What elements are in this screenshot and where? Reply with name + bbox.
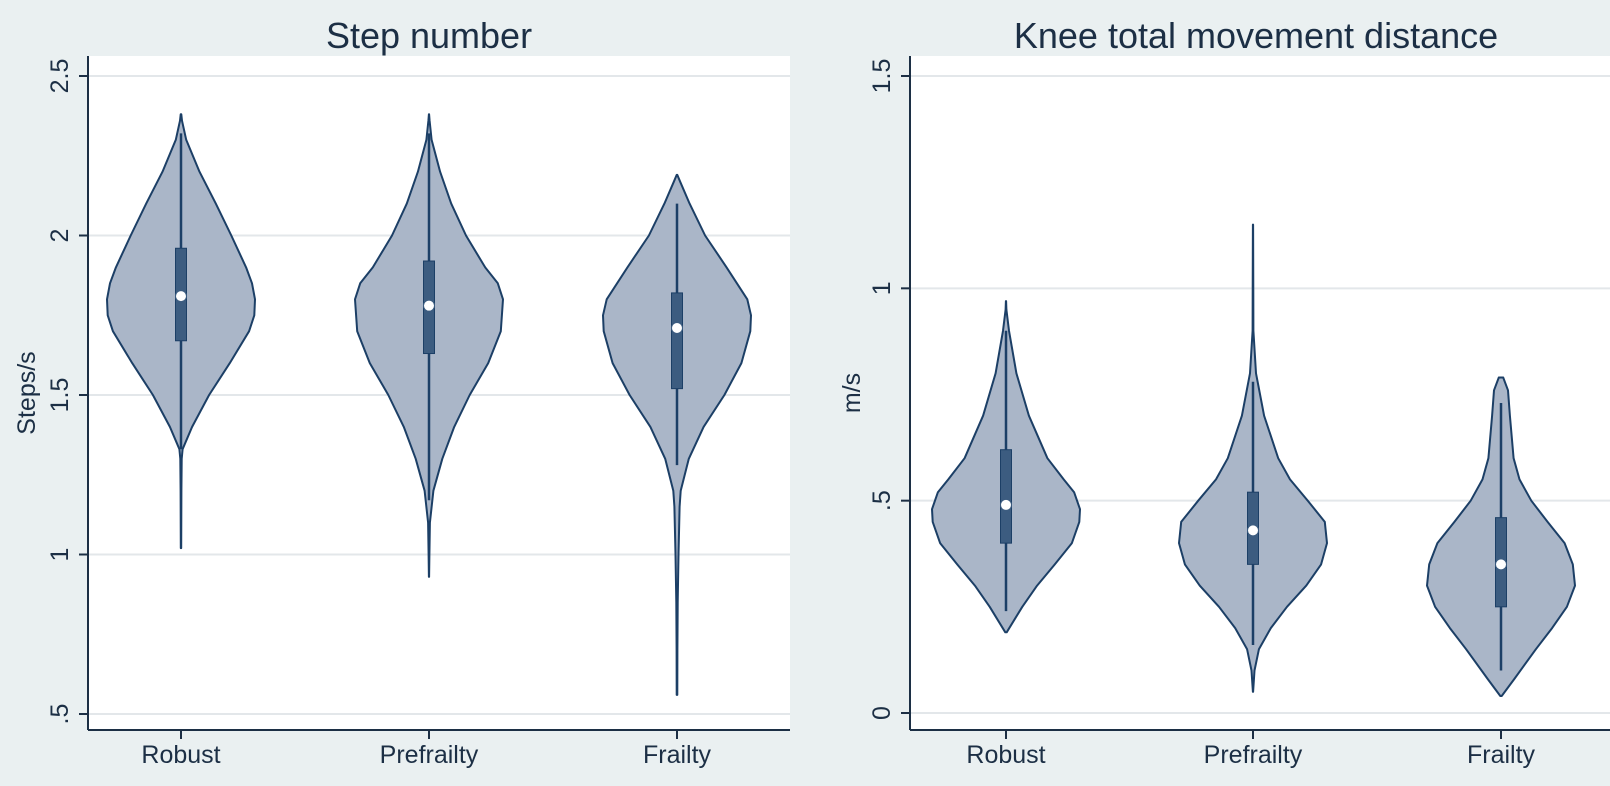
x-tick-label: Robust <box>966 741 1045 769</box>
x-tick-label: Frailty <box>643 741 712 769</box>
median-marker <box>175 290 187 303</box>
median-marker <box>1247 524 1259 537</box>
x-tick-label: Prefrailty <box>1204 741 1303 769</box>
chart-title: Knee total movement distance <box>1014 15 1498 56</box>
y-tick-label: 1.5 <box>46 378 74 413</box>
y-axis-label: m/s <box>838 373 866 413</box>
violins <box>931 223 1576 697</box>
y-tick-label: 1 <box>46 548 74 562</box>
axes: .5 1 1.5 2 2.5 Robust Prefrailty Frailty <box>46 56 790 769</box>
y-tick-label: .5 <box>46 704 74 725</box>
x-tick-label: Prefrailty <box>380 741 479 769</box>
violin-robust <box>106 113 256 550</box>
axes: 0 .5 1 1.5 Robust Prefrailty Frailty <box>868 56 1610 769</box>
y-tick-label: 1.5 <box>868 59 896 94</box>
violin-prefrailty <box>1178 223 1328 693</box>
y-tick-label: 0 <box>868 706 896 720</box>
x-tick-label: Robust <box>141 741 220 769</box>
iqr-box <box>671 292 683 390</box>
median-marker <box>671 322 683 335</box>
panel-knee-total-movement-distance: 0 .5 1 1.5 Robust Prefrailty Frailty Knee tota… <box>838 15 1610 769</box>
median-marker <box>1000 498 1012 511</box>
y-axis-label: Steps/s <box>13 351 41 434</box>
y-tick-label: 1 <box>868 281 896 295</box>
violin-robust <box>931 300 1081 634</box>
violin-frailty <box>1426 376 1576 697</box>
x-tick-label: Frailty <box>1467 741 1536 769</box>
panel-step-number: .5 1 1.5 2 2.5 Robust Prefrailty Frailty Step n… <box>13 15 790 769</box>
y-tick-label: 2.5 <box>46 59 74 94</box>
median-marker <box>423 299 435 312</box>
iqr-box <box>1000 449 1012 544</box>
y-tick-label: 2 <box>46 229 74 243</box>
median-marker <box>1495 558 1507 571</box>
y-tick-label: .5 <box>868 490 896 511</box>
violin-frailty <box>602 173 752 696</box>
violin-prefrailty <box>354 113 504 578</box>
chart-title: Step number <box>326 15 532 56</box>
violins <box>106 113 752 696</box>
